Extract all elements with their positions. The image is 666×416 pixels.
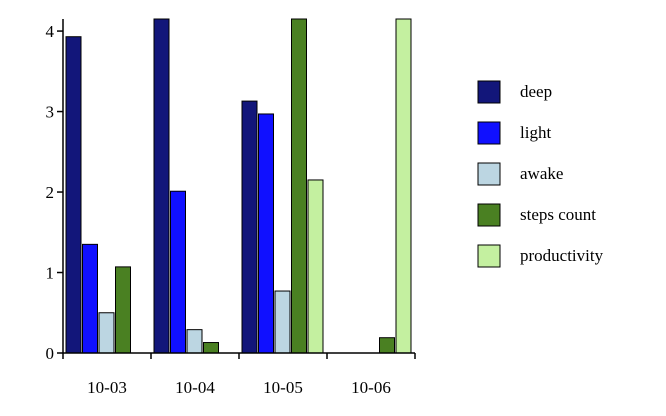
bar-awake-10-04 [186, 329, 203, 354]
bar-light-10-04 [170, 190, 186, 354]
legend-label-awake: awake [520, 164, 563, 183]
bar-light-10-03 [82, 243, 98, 354]
bar-awake-10-05 [274, 290, 291, 354]
legend-swatch-awake [477, 162, 501, 186]
bar-deep-10-03 [65, 36, 82, 354]
bar-steps-count-10-03 [115, 266, 131, 354]
legend-swatch-deep [477, 80, 501, 104]
legend-swatch-productivity [477, 244, 501, 268]
legend-label-light: light [520, 123, 551, 142]
y-tick-label: 3 [46, 103, 55, 122]
bar-productivity-10-05 [307, 179, 324, 354]
x-tick-label: 10-05 [263, 378, 303, 397]
y-ticks-group: 0 1 2 3 4 [46, 22, 63, 363]
bar-steps-count-10-04 [203, 342, 219, 354]
y-tick-label: 0 [46, 344, 55, 363]
bars-group [65, 18, 412, 354]
y-tick-label: 2 [46, 183, 55, 202]
x-tick-label: 10-04 [175, 378, 215, 397]
y-tick-label: 4 [46, 22, 55, 41]
y-tick-label: 1 [46, 264, 55, 283]
x-ticks-group: 10-03 10-04 10-05 10-06 [62, 353, 416, 397]
bar-light-10-05 [258, 113, 274, 354]
bar-deep-10-04 [153, 18, 170, 354]
legend-swatch-light [477, 121, 501, 145]
x-tick-label: 10-06 [351, 378, 391, 397]
legend: deep light awake steps count productivity [477, 80, 604, 268]
legend-swatch-steps-count [477, 203, 501, 227]
bar-productivity-10-06 [395, 18, 412, 354]
legend-label-productivity: productivity [520, 246, 604, 265]
x-tick-label: 10-03 [87, 378, 127, 397]
legend-label-deep: deep [520, 82, 552, 101]
bar-steps-count-10-06 [379, 337, 395, 354]
bar-steps-count-10-05 [291, 18, 307, 354]
legend-label-steps-count: steps count [520, 205, 596, 224]
bar-awake-10-03 [98, 312, 115, 354]
bar-deep-10-05 [241, 100, 258, 354]
